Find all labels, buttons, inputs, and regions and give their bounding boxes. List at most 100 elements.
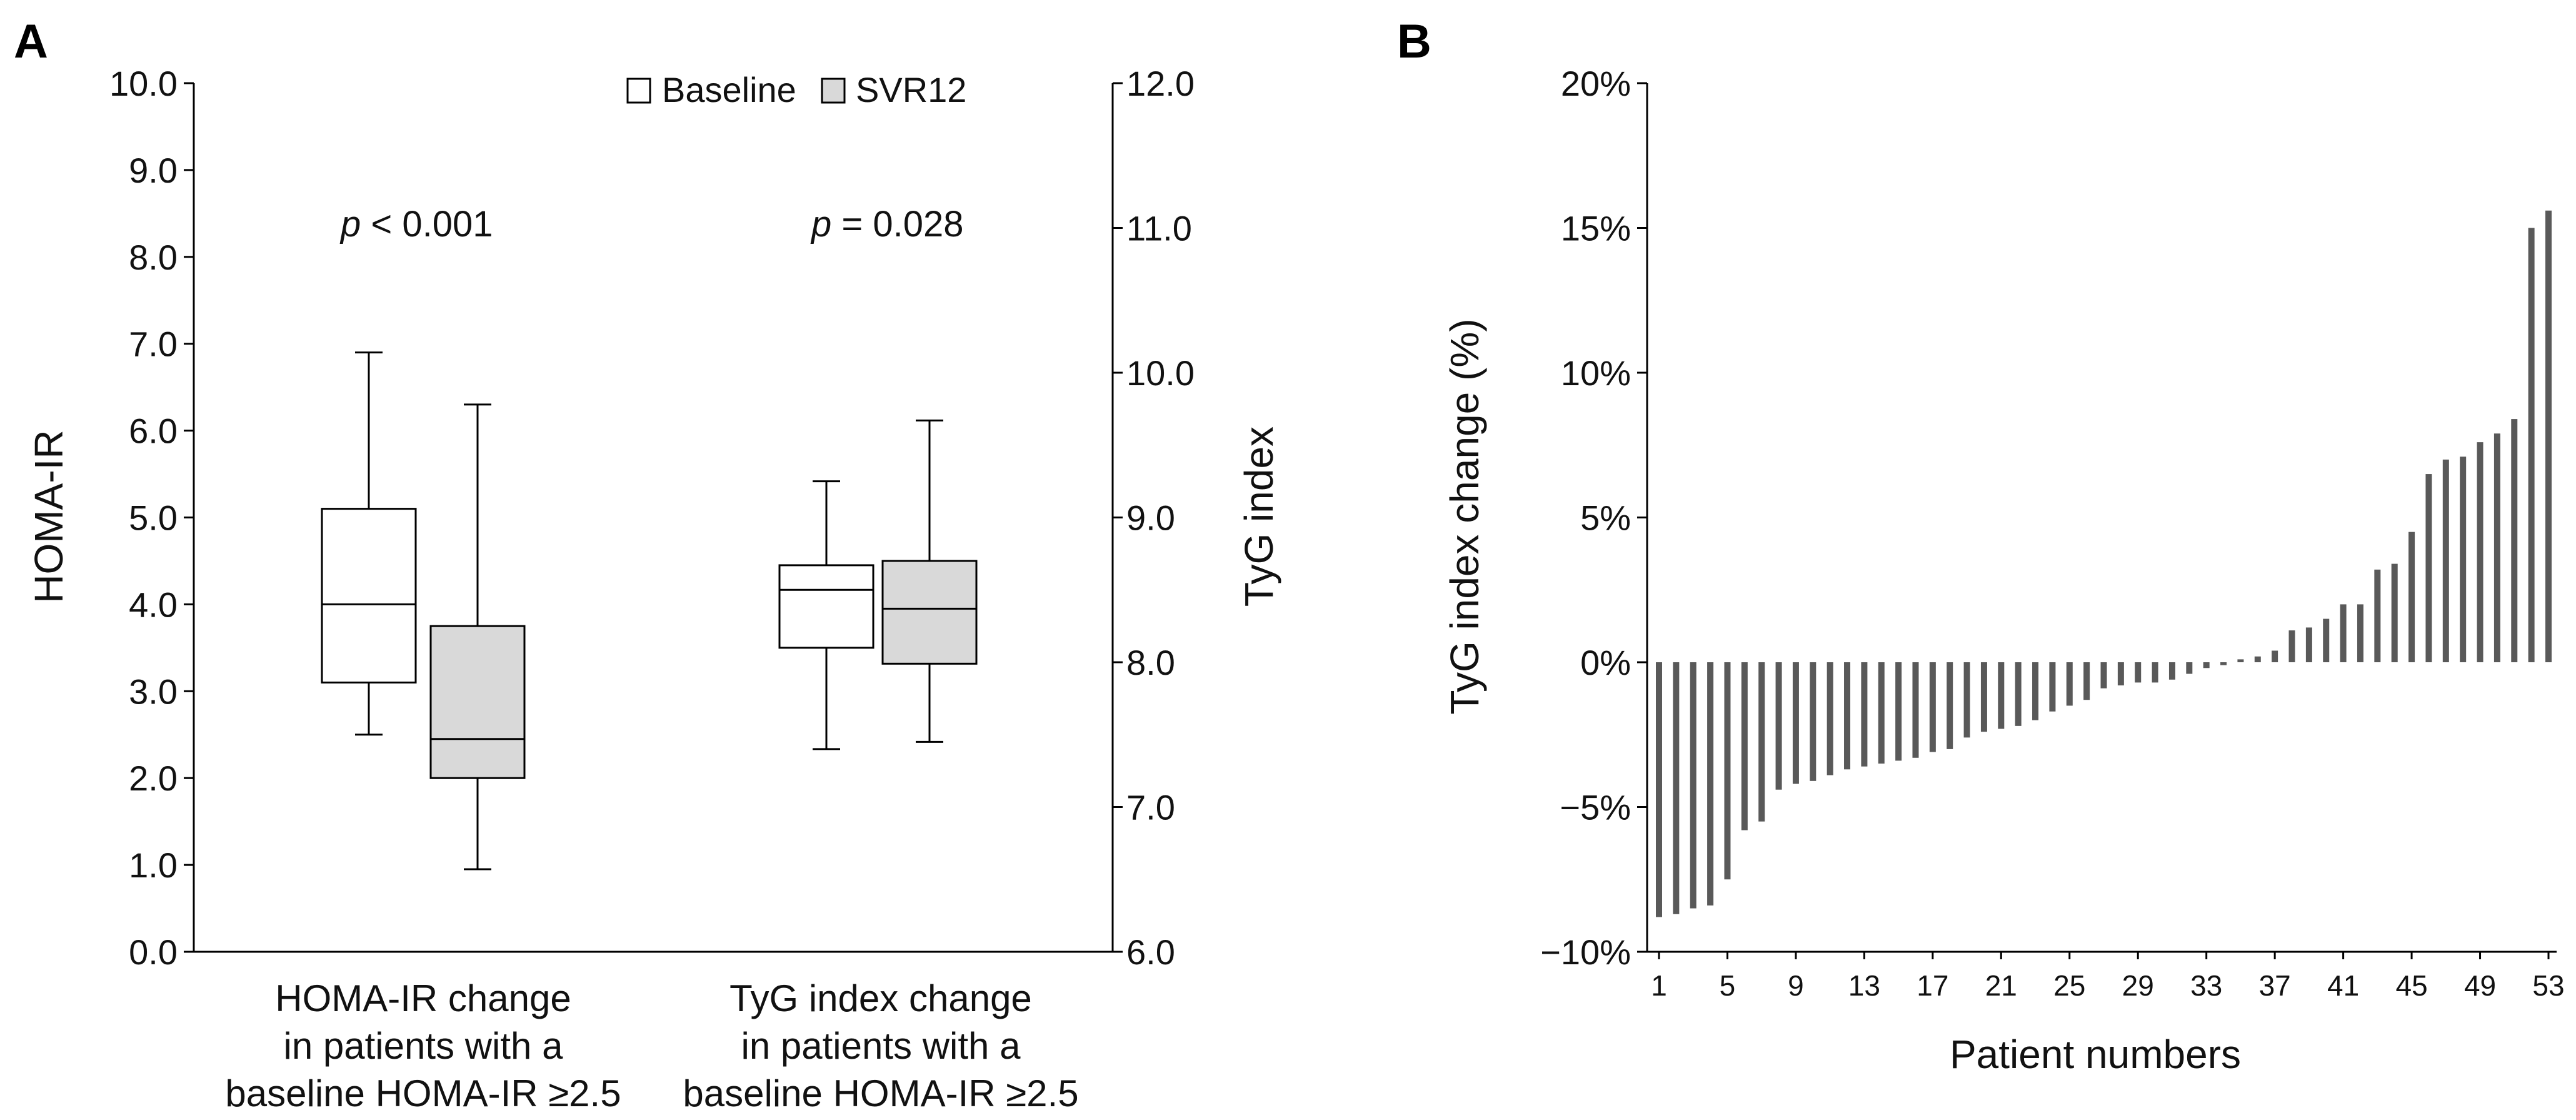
y-tick-label: 0% (1580, 643, 1631, 682)
y-tick-label-left: 10.0 (109, 64, 178, 103)
y-tick-label: 20% (1561, 64, 1631, 103)
box-baseline (321, 351, 417, 736)
y-tick-label-left: 0.0 (129, 932, 178, 972)
bar (2511, 419, 2518, 662)
category-label-line: HOMA-IR change (275, 977, 571, 1019)
panel-b-bar-chart: −10% −5% 0% 5% 10% 15% 20% 1 5 9 13 17 21 25 29 33 37 41 4… (1540, 64, 2564, 1002)
bar (1912, 662, 1919, 758)
y-tick-label-left: 4.0 (129, 585, 178, 624)
iqr-box (881, 560, 978, 665)
bar (2015, 662, 2022, 726)
x-tick-label: 29 (2122, 969, 2154, 1002)
p-value-text: < 0.001 (361, 204, 493, 245)
x-tick-label: 5 (1720, 969, 1736, 1002)
y-tick-label-right: 12.0 (1126, 64, 1195, 103)
p-value-text: = 0.028 (831, 204, 963, 245)
category-label-line: baseline HOMA-IR ≥2.5 (225, 1072, 621, 1114)
category-label-line: in patients with a (284, 1025, 564, 1067)
y-tick-label-left: 7.0 (129, 325, 178, 364)
p-values: p < 0.001 p = 0.028 (339, 204, 964, 245)
x-tick-label: 1 (1651, 969, 1667, 1002)
legend-label-svr12: SVR12 (856, 70, 966, 109)
bar (2391, 563, 2398, 662)
bar (1861, 662, 1868, 767)
x-tick-label: 17 (1917, 969, 1948, 1002)
bar (1963, 662, 1970, 738)
x-tick-label: 33 (2190, 969, 2222, 1002)
y-axis-title-right: TyG index (1236, 426, 1281, 607)
bar (2340, 604, 2347, 662)
bar (1895, 662, 1902, 761)
bar (2203, 662, 2210, 668)
bar (2272, 650, 2278, 662)
bar (2083, 662, 2090, 700)
p-value-homa: p < 0.001 (339, 204, 493, 245)
legend: Baseline SVR12 (626, 70, 966, 109)
bar (2374, 569, 2381, 662)
bar (2254, 656, 2261, 662)
p-symbol: p (810, 204, 831, 245)
y-tick-label-left: 1.0 (129, 845, 178, 885)
bar (1980, 662, 1987, 732)
category-label-line: in patients with a (741, 1025, 1021, 1067)
iqr-box (429, 625, 526, 779)
box-svr12 (881, 419, 978, 743)
bar (2135, 662, 2142, 683)
x-tick-label: 41 (2327, 969, 2359, 1002)
bar (2408, 532, 2415, 662)
bar (2237, 659, 2244, 662)
y-tick-label-left: 9.0 (129, 151, 178, 190)
iqr-box (778, 564, 875, 649)
panel-a-label: A (14, 15, 48, 68)
y-axis-title: TyG index change (%) (1442, 318, 1487, 714)
bar (2152, 662, 2158, 683)
box-svr12 (429, 403, 526, 870)
bar (2168, 662, 2175, 680)
legend-swatch-baseline (626, 78, 651, 104)
y-tick-label: −10% (1540, 932, 1631, 972)
bar (1758, 662, 1765, 822)
bar (1741, 662, 1748, 830)
bar (1656, 662, 1662, 917)
bar (1929, 662, 1936, 752)
bar (2493, 433, 2500, 662)
panel-a-box-plot: 0.0 1.0 2.0 3.0 4.0 5.0 6.0 7.0 8.0 9.0 10.0 6.0 7.0… (109, 64, 1195, 972)
y-tick-label-right: 8.0 (1126, 643, 1175, 682)
x-axis-title: Patient numbers (1950, 1032, 2241, 1077)
bar (2288, 630, 2295, 662)
x-tick-label: 9 (1788, 969, 1804, 1002)
bar (1810, 662, 1817, 781)
bar (2477, 442, 2483, 662)
bar (2323, 618, 2330, 662)
y-tick-label-right: 10.0 (1126, 353, 1195, 393)
y-tick-label: 5% (1580, 498, 1631, 538)
y-tick-label: 15% (1561, 209, 1631, 248)
category-label-line: TyG index change (729, 977, 1032, 1019)
p-value-tyg: p = 0.028 (810, 204, 964, 245)
bar (2220, 662, 2227, 665)
x-tick-label: 53 (2532, 969, 2564, 1002)
bar (2032, 662, 2039, 720)
x-tick-label: 49 (2464, 969, 2496, 1002)
bar (2460, 457, 2467, 662)
box-baseline (778, 480, 875, 750)
category-label-line: baseline HOMA-IR ≥2.5 (683, 1072, 1078, 1114)
y-tick-label-left: 8.0 (129, 238, 178, 277)
bar (2186, 662, 2193, 674)
bar (2100, 662, 2107, 689)
bar (2357, 604, 2363, 662)
bar (1947, 662, 1953, 749)
bar (1707, 662, 1714, 906)
y-tick-label-left: 5.0 (129, 498, 178, 538)
y-tick-label-left: 2.0 (129, 759, 178, 798)
bar (2049, 662, 2056, 712)
p-symbol: p (339, 204, 361, 245)
legend-swatch-svr12 (821, 78, 846, 104)
bar (2117, 662, 2124, 686)
bar (2442, 459, 2449, 662)
y-axis-title-left: HOMA-IR (26, 430, 71, 603)
x-tick-label: 21 (1985, 969, 2017, 1002)
bar (1878, 662, 1885, 764)
x-tick-label: 45 (2395, 969, 2427, 1002)
